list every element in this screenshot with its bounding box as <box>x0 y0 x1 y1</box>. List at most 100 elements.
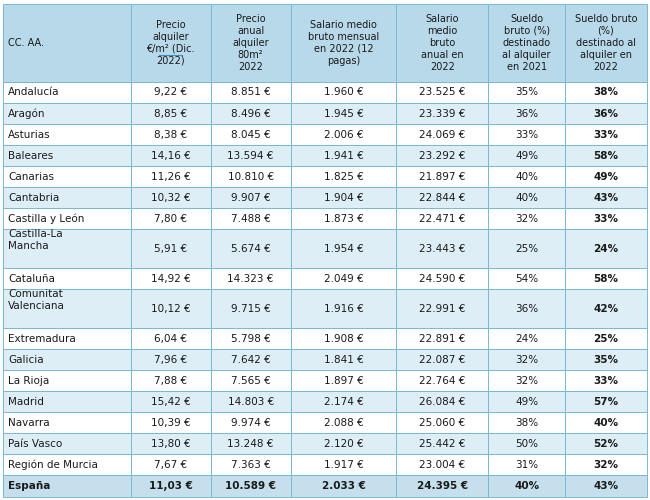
Text: 33%: 33% <box>515 130 538 140</box>
Bar <box>291 392 396 412</box>
Text: 10.810 €: 10.810 € <box>227 172 274 181</box>
Text: 9.907 €: 9.907 € <box>231 192 270 202</box>
Bar <box>396 187 488 208</box>
Bar <box>566 208 647 229</box>
Bar <box>488 370 566 392</box>
Text: 33%: 33% <box>593 214 619 224</box>
Text: 24%: 24% <box>593 244 619 254</box>
Text: Canarias: Canarias <box>8 172 55 181</box>
Text: 58%: 58% <box>593 274 619 283</box>
Text: 7.363 €: 7.363 € <box>231 460 270 470</box>
Text: 35%: 35% <box>515 88 538 98</box>
Bar <box>291 4 396 82</box>
Bar <box>566 454 647 475</box>
Bar <box>131 350 211 370</box>
Bar <box>291 434 396 454</box>
Bar <box>566 229 647 268</box>
Text: 38%: 38% <box>515 418 538 428</box>
Text: 8,38 €: 8,38 € <box>154 130 187 140</box>
Bar <box>488 476 566 498</box>
Bar <box>488 166 566 187</box>
Text: 1.904 €: 1.904 € <box>324 192 363 202</box>
Bar <box>566 476 647 498</box>
Bar <box>291 289 396 329</box>
Bar <box>291 145 396 166</box>
Text: 1.825 €: 1.825 € <box>324 172 363 181</box>
Bar <box>291 103 396 124</box>
Text: 2.049 €: 2.049 € <box>324 274 363 283</box>
Bar <box>488 229 566 268</box>
Bar <box>396 103 488 124</box>
Bar <box>211 328 291 349</box>
Bar <box>3 103 131 124</box>
Text: Galicia: Galicia <box>8 355 44 365</box>
Text: 43%: 43% <box>593 482 619 492</box>
Text: 15,42 €: 15,42 € <box>151 397 190 407</box>
Bar <box>3 166 131 187</box>
Bar <box>211 289 291 329</box>
Bar <box>566 412 647 434</box>
Bar <box>566 328 647 349</box>
Text: 36%: 36% <box>593 108 619 118</box>
Text: Sueldo bruto
(%)
destinado al
alquiler en
2022: Sueldo bruto (%) destinado al alquiler e… <box>575 14 637 72</box>
Text: 9.974 €: 9.974 € <box>231 418 270 428</box>
Text: 7,88 €: 7,88 € <box>154 376 187 386</box>
Bar <box>131 289 211 329</box>
Bar <box>488 412 566 434</box>
Bar <box>566 166 647 187</box>
Bar <box>396 454 488 475</box>
Text: Región de Murcia: Región de Murcia <box>8 460 98 470</box>
Bar <box>131 166 211 187</box>
Text: 2.033 €: 2.033 € <box>322 482 365 492</box>
Text: 22.764 €: 22.764 € <box>419 376 465 386</box>
Text: 1.941 €: 1.941 € <box>324 150 363 160</box>
Text: 1.873 €: 1.873 € <box>324 214 363 224</box>
Text: 32%: 32% <box>515 376 538 386</box>
Bar <box>211 434 291 454</box>
Text: Madrid: Madrid <box>8 397 44 407</box>
Bar <box>291 124 396 145</box>
Bar <box>291 328 396 349</box>
Text: 23.525 €: 23.525 € <box>419 88 465 98</box>
Text: 1.841 €: 1.841 € <box>324 355 363 365</box>
Text: 32%: 32% <box>515 214 538 224</box>
Text: 54%: 54% <box>515 274 538 283</box>
Text: Andalucía: Andalucía <box>8 88 60 98</box>
Bar <box>3 82 131 103</box>
Bar <box>211 412 291 434</box>
Bar <box>291 412 396 434</box>
Bar <box>396 370 488 392</box>
Text: 24%: 24% <box>515 334 538 344</box>
Text: 49%: 49% <box>515 397 538 407</box>
Bar <box>211 268 291 289</box>
Text: Salario medio
bruto mensual
en 2022 (12
pagas): Salario medio bruto mensual en 2022 (12 … <box>308 20 379 66</box>
Bar <box>3 208 131 229</box>
Bar <box>211 166 291 187</box>
Text: 31%: 31% <box>515 460 538 470</box>
Text: 2.120 €: 2.120 € <box>324 439 363 449</box>
Bar <box>211 124 291 145</box>
Bar <box>211 208 291 229</box>
Bar <box>3 434 131 454</box>
Text: Extremadura: Extremadura <box>8 334 76 344</box>
Bar <box>131 476 211 498</box>
Bar <box>3 124 131 145</box>
Bar <box>211 82 291 103</box>
Bar <box>3 412 131 434</box>
Text: Precio
anual
alquiler
80m²
2022: Precio anual alquiler 80m² 2022 <box>232 14 269 72</box>
Bar <box>488 145 566 166</box>
Text: Castilla-La
Mancha: Castilla-La Mancha <box>8 230 63 251</box>
Text: 26.084 €: 26.084 € <box>419 397 465 407</box>
Bar <box>566 370 647 392</box>
Text: 7.565 €: 7.565 € <box>231 376 270 386</box>
Bar <box>291 187 396 208</box>
Text: 23.004 €: 23.004 € <box>419 460 465 470</box>
Bar <box>291 229 396 268</box>
Bar <box>211 145 291 166</box>
Bar <box>211 370 291 392</box>
Bar <box>211 476 291 498</box>
Text: Aragón: Aragón <box>8 108 46 119</box>
Text: 7,96 €: 7,96 € <box>154 355 187 365</box>
Bar <box>396 289 488 329</box>
Bar <box>131 124 211 145</box>
